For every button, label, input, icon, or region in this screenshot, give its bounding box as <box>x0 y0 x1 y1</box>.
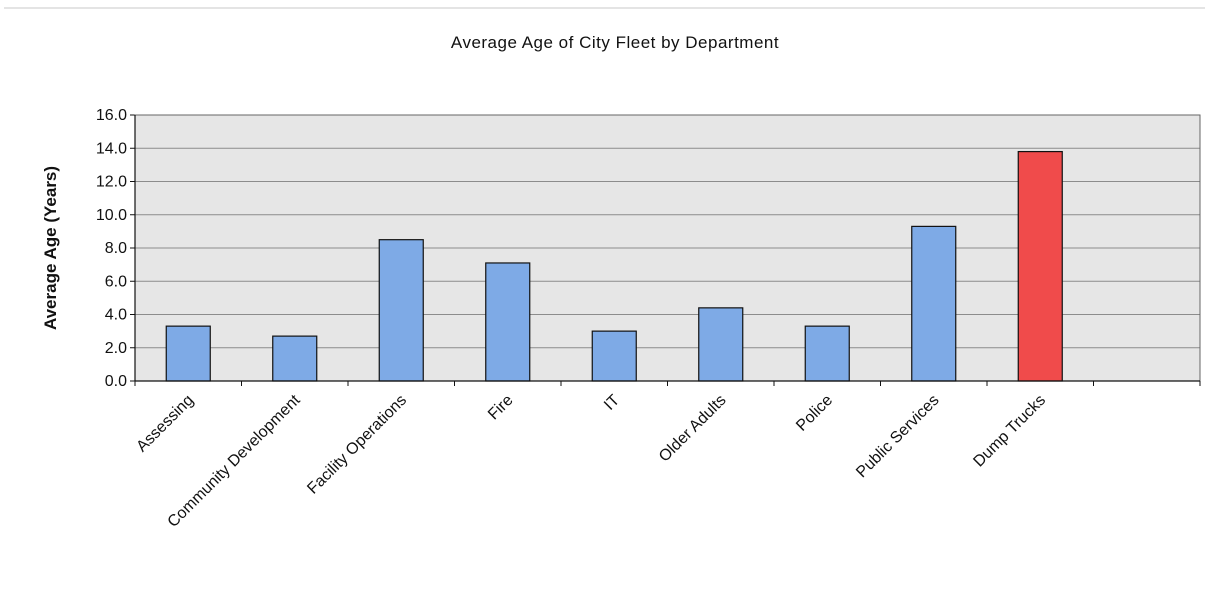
bar-dump-trucks <box>1017 150 1063 382</box>
y-axis-title: Average Age (Years) <box>41 166 60 330</box>
bar-assessing <box>165 325 211 382</box>
x-category-label: Older Adults <box>656 392 730 466</box>
bar-police <box>804 325 850 382</box>
x-category-label: Facility Operations <box>304 392 410 498</box>
x-category-label: IT <box>601 392 623 414</box>
plot-area: 0.0 2.0 4.0 6.0 8.0 10.0 12.0 14.0 16.0 Assessing… <box>96 107 1201 531</box>
bar-older-adults <box>698 307 744 382</box>
y-tick-label: 0.0 <box>105 373 127 390</box>
x-category-label: Public Services <box>853 392 942 481</box>
y-tick-label: 4.0 <box>105 307 127 324</box>
bar-fire <box>485 262 531 382</box>
y-tick-label: 16.0 <box>96 107 127 124</box>
x-category-label: Assessing <box>133 392 197 456</box>
bar-it <box>591 330 637 382</box>
y-tick-label: 14.0 <box>96 140 127 157</box>
y-tick-label: 8.0 <box>105 240 127 257</box>
x-category-label: Dump Trucks <box>970 392 1049 471</box>
x-category-label: Police <box>793 392 836 435</box>
bar-community-development <box>272 335 318 382</box>
bar-public-services <box>911 225 957 382</box>
y-tick-label: 2.0 <box>105 340 127 357</box>
bar-facility-operations <box>378 239 424 382</box>
y-tick-label: 10.0 <box>96 207 127 224</box>
y-tick-label: 12.0 <box>96 174 127 191</box>
chart-title: Average Age of City Fleet by Department <box>451 33 779 52</box>
x-category-label: Fire <box>485 392 517 424</box>
y-tick-label: 6.0 <box>105 273 127 290</box>
